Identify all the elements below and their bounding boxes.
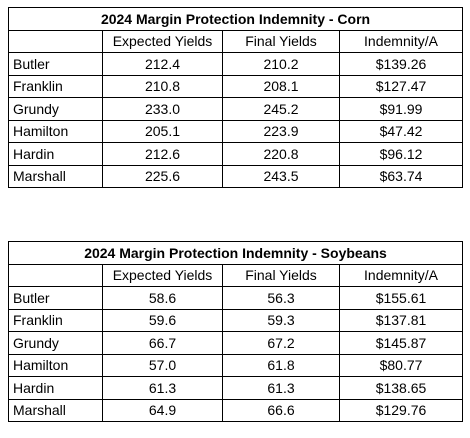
indemnity-cell: $137.81: [338, 308, 464, 332]
table-row: Hardin 61.3 61.3 $138.65: [8, 376, 464, 400]
indemnity-cell: $96.12: [338, 142, 464, 166]
expected-yield-cell: 66.7: [102, 331, 223, 355]
final-yield-cell: 66.6: [222, 398, 340, 422]
expected-yield-cell: 212.4: [102, 52, 223, 76]
final-yield-cell: 61.3: [222, 376, 340, 400]
county-cell: Marshall: [8, 164, 103, 188]
table-row: Marshall 64.9 66.6 $129.76: [8, 398, 464, 422]
indemnity-cell: $138.65: [338, 376, 464, 400]
table-row: Grundy 233.0 245.2 $91.99: [8, 97, 464, 121]
indemnity-cell: $155.61: [338, 286, 464, 310]
final-yield-cell: 208.1: [222, 74, 340, 98]
indemnity-cell: $139.26: [338, 52, 464, 76]
expected-yield-cell: 61.3: [102, 376, 223, 400]
table-title-row: 2024 Margin Protection Indemnity - Soybe…: [7, 241, 464, 265]
table-row: Marshall 225.6 243.5 $63.74: [8, 164, 464, 188]
indemnity-cell: $91.99: [338, 97, 464, 121]
final-yield-cell: 243.5: [222, 164, 340, 188]
table-row: Hardin 212.6 220.8 $96.12: [8, 142, 464, 166]
county-cell: Franklin: [8, 74, 103, 98]
final-yield-cell: 61.8: [222, 353, 340, 377]
county-cell: Butler: [8, 52, 103, 76]
column-header-expected-yields: Expected Yields: [102, 263, 223, 287]
county-cell: Grundy: [8, 331, 103, 355]
column-header-final-yields: Final Yields: [222, 263, 340, 287]
table-row: Franklin 59.6 59.3 $137.81: [8, 308, 464, 332]
county-cell: Butler: [8, 286, 103, 310]
table-row: Butler 58.6 56.3 $155.61: [8, 286, 464, 310]
indemnity-cell: $145.87: [338, 331, 464, 355]
indemnity-cell: $127.47: [338, 74, 464, 98]
expected-yield-cell: 233.0: [102, 97, 223, 121]
expected-yield-cell: 64.9: [102, 398, 223, 422]
table-header-row: Expected Yields Final Yields Indemnity/A: [8, 263, 464, 287]
indemnity-cell: $63.74: [338, 164, 464, 188]
table-title-row: 2024 Margin Protection Indemnity - Corn: [7, 7, 464, 31]
expected-yield-cell: 205.1: [102, 119, 223, 143]
soybeans-indemnity-table: 2024 Margin Protection Indemnity - Soybe…: [7, 241, 464, 422]
county-cell: Hamilton: [8, 119, 103, 143]
final-yield-cell: 56.3: [222, 286, 340, 310]
county-cell: Marshall: [8, 398, 103, 422]
column-header-county: [8, 29, 103, 53]
expected-yield-cell: 212.6: [102, 142, 223, 166]
table-row: Butler 212.4 210.2 $139.26: [8, 52, 464, 76]
expected-yield-cell: 59.6: [102, 308, 223, 332]
column-header-indemnity: Indemnity/A: [338, 263, 464, 287]
table-row: Hamilton 205.1 223.9 $47.42: [8, 119, 464, 143]
table-title: 2024 Margin Protection Indemnity - Soybe…: [7, 241, 464, 265]
expected-yield-cell: 225.6: [102, 164, 223, 188]
indemnity-cell: $80.77: [338, 353, 464, 377]
county-cell: Franklin: [8, 308, 103, 332]
table-row: Hamilton 57.0 61.8 $80.77: [8, 353, 464, 377]
column-header-county: [8, 263, 103, 287]
final-yield-cell: 245.2: [222, 97, 340, 121]
column-header-expected-yields: Expected Yields: [102, 29, 223, 53]
county-cell: Hamilton: [8, 353, 103, 377]
county-cell: Hardin: [8, 142, 103, 166]
final-yield-cell: 59.3: [222, 308, 340, 332]
corn-indemnity-table: 2024 Margin Protection Indemnity - Corn …: [7, 7, 464, 188]
expected-yield-cell: 58.6: [102, 286, 223, 310]
table-header-row: Expected Yields Final Yields Indemnity/A: [8, 29, 464, 53]
county-cell: Hardin: [8, 376, 103, 400]
table-row: Franklin 210.8 208.1 $127.47: [8, 74, 464, 98]
final-yield-cell: 223.9: [222, 119, 340, 143]
table-row: Grundy 66.7 67.2 $145.87: [8, 331, 464, 355]
expected-yield-cell: 57.0: [102, 353, 223, 377]
indemnity-cell: $47.42: [338, 119, 464, 143]
final-yield-cell: 220.8: [222, 142, 340, 166]
column-header-final-yields: Final Yields: [222, 29, 340, 53]
column-header-indemnity: Indemnity/A: [338, 29, 464, 53]
final-yield-cell: 210.2: [222, 52, 340, 76]
expected-yield-cell: 210.8: [102, 74, 223, 98]
final-yield-cell: 67.2: [222, 331, 340, 355]
county-cell: Grundy: [8, 97, 103, 121]
table-title: 2024 Margin Protection Indemnity - Corn: [7, 7, 464, 31]
indemnity-cell: $129.76: [338, 398, 464, 422]
